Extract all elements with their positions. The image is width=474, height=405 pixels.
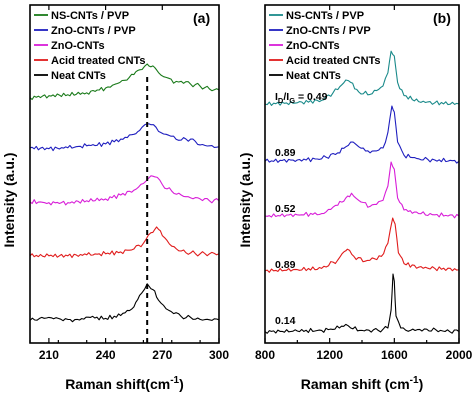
panel-b-id-ig-label: ID/IG = 0.49 (275, 91, 328, 105)
panel-b-x-axis-label-sup: -1 (410, 375, 419, 386)
series-line-ns-cnts-pvp (264, 50, 460, 106)
panel-b-x-ticks: 800 1200 1600 2000 (255, 5, 473, 362)
y-axis-label-right: Intensity (a.u.) (237, 153, 253, 248)
x-tick-label: 1600 (381, 348, 408, 362)
x-tick-label: 1200 (316, 348, 343, 362)
series-line-neat-cnts (264, 273, 460, 334)
x-tick-label: 240 (96, 348, 116, 362)
x-tick-label: 270 (152, 348, 172, 362)
panel-a-x-axis-label: Raman shift(cm-1) (65, 375, 184, 392)
panel-b-legend: NS-CNTs / PVP ZnO-CNTs / PVP ZnO-CNTs Acid … (269, 10, 381, 82)
panel-a-series (29, 63, 220, 323)
series-line-neat-cnts (29, 283, 220, 323)
panel-a-x-axis-label-main: Raman shift(cm (65, 376, 170, 392)
legend-label-acid-treated-cnts: Acid treated CNTs (286, 55, 381, 67)
y-axis-label-left: Intensity (a.u.) (1, 153, 17, 248)
legend-label-ns-cnts-pvp: NS-CNTs / PVP (286, 10, 364, 22)
panel-b-ratio-labels: 0.89 0.52 0.89 0.14 (275, 147, 296, 327)
panel-a-x-axis-label-close: ) (179, 376, 184, 392)
panel-b-series (264, 50, 460, 334)
id-ig-sub-d: D (278, 96, 284, 105)
panel-b-letter: (b) (433, 10, 451, 26)
id-ig-i: I (275, 91, 278, 103)
panel-a-x-axis-label-sup: -1 (170, 375, 179, 386)
panel-b-x-axis-label-close: ) (419, 376, 424, 392)
legend-label-ns-cnts-pvp: NS-CNTs / PVP (51, 10, 129, 22)
x-tick-label: 300 (209, 348, 229, 362)
id-ig-slash: /I (283, 91, 289, 103)
legend-label-zno-cnts-pvp: ZnO-CNTs / PVP (51, 25, 136, 37)
series-line-zno-cnts (29, 175, 220, 206)
legend-label-neat-cnts: Neat CNTs (286, 70, 341, 82)
ratio-label: 0.52 (275, 203, 296, 215)
panel-a-x-ticks: 210 240 270 300 (29, 5, 229, 362)
x-tick-label: 210 (39, 348, 59, 362)
panel-b-x-axis-label: Raman shift (cm-1) (301, 375, 424, 392)
legend-label-zno-cnts: ZnO-CNTs (286, 40, 340, 52)
x-tick-label: 800 (255, 348, 275, 362)
series-line-acid-treated-cnts (264, 217, 460, 273)
panel-a-letter: (a) (193, 10, 210, 26)
panel-a: 210 240 270 300 NS-CNTs / PVP ZnO-CNTs / PVP… (29, 4, 229, 392)
panel-b: 800 1200 1600 2000 NS-CNTs / PVP ZnO-CNTs / … (255, 4, 473, 392)
series-line-zno-cnts (264, 161, 460, 219)
legend-label-zno-cnts: ZnO-CNTs (51, 40, 105, 52)
panel-a-axes-frame (29, 4, 220, 344)
series-line-ns-cnts-pvp (29, 63, 220, 101)
legend-label-neat-cnts: Neat CNTs (51, 70, 106, 82)
legend-label-acid-treated-cnts: Acid treated CNTs (51, 55, 146, 67)
series-line-zno-cnts-pvp (29, 123, 220, 152)
ratio-label: 0.89 (275, 147, 296, 159)
ratio-label: 0.14 (275, 315, 296, 327)
x-tick-label: 2000 (446, 348, 473, 362)
id-ig-eq: = 0.49 (295, 91, 328, 103)
id-ig-sub-g: G (289, 96, 295, 105)
legend-label-zno-cnts-pvp: ZnO-CNTs / PVP (286, 25, 371, 37)
panel-a-legend: NS-CNTs / PVP ZnO-CNTs / PVP ZnO-CNTs Acid … (34, 10, 146, 82)
panel-b-x-axis-label-main: Raman shift (cm (301, 376, 410, 392)
series-line-zno-cnts-pvp (264, 105, 460, 164)
ratio-label: 0.89 (275, 259, 296, 271)
series-line-acid-treated-cnts (29, 226, 220, 259)
